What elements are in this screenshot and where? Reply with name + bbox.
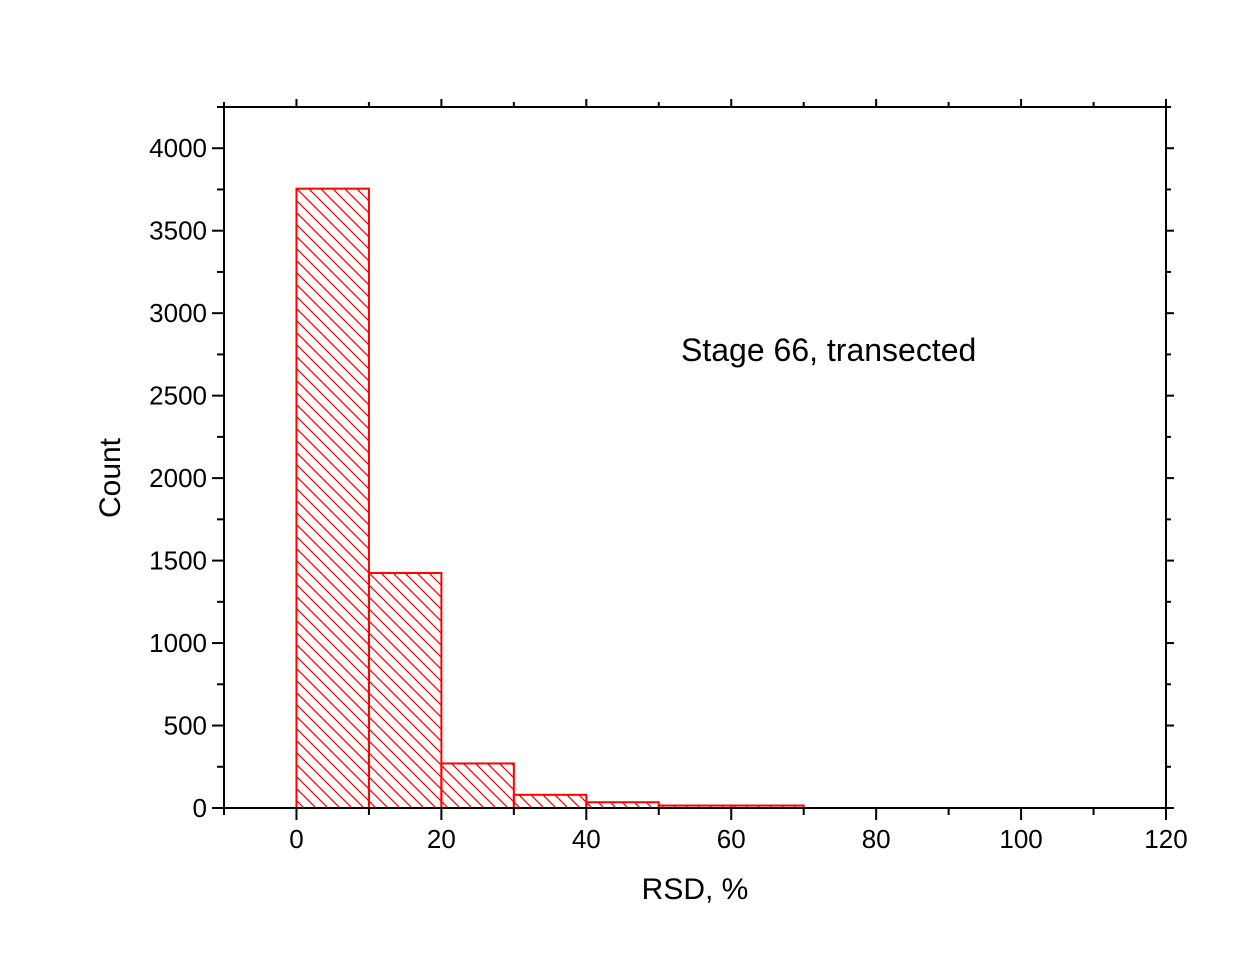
- x-tick-label: 120: [1144, 824, 1187, 854]
- x-axis-title: RSD, %: [642, 873, 749, 906]
- histogram-bar: [512, 793, 588, 809]
- y-axis-title: Count: [94, 437, 127, 518]
- histogram-bar: [440, 762, 515, 809]
- y-tick-label: 3000: [149, 298, 207, 328]
- y-tick-label: 500: [164, 711, 207, 741]
- y-tick-label: 2000: [149, 463, 207, 493]
- annotation-text: Stage 66, transected: [681, 332, 976, 368]
- x-tick-label: 100: [999, 824, 1042, 854]
- histogram-bar: [367, 571, 443, 809]
- plot-frame: [223, 106, 1167, 809]
- y-tick-label: 1500: [149, 546, 207, 576]
- ticks-group: [212, 99, 1174, 820]
- y-tick-label: 1000: [149, 628, 207, 658]
- x-tick-label: 40: [572, 824, 601, 854]
- x-tick-label: 20: [427, 824, 456, 854]
- histogram-bar: [295, 187, 370, 810]
- y-tick-label: 2500: [149, 381, 207, 411]
- x-tick-label: 0: [289, 824, 303, 854]
- x-tick-label: 80: [862, 824, 891, 854]
- x-tick-label: 60: [717, 824, 746, 854]
- bars-group: [295, 187, 805, 810]
- y-tick-label: 4000: [149, 133, 207, 163]
- tick-labels-group: 0 20 40 60 80 100 120 0 500 1000 1500 2000 2500 3000 3…: [149, 133, 1188, 854]
- y-tick-label: 0: [193, 793, 207, 823]
- y-tick-label: 3500: [149, 216, 207, 246]
